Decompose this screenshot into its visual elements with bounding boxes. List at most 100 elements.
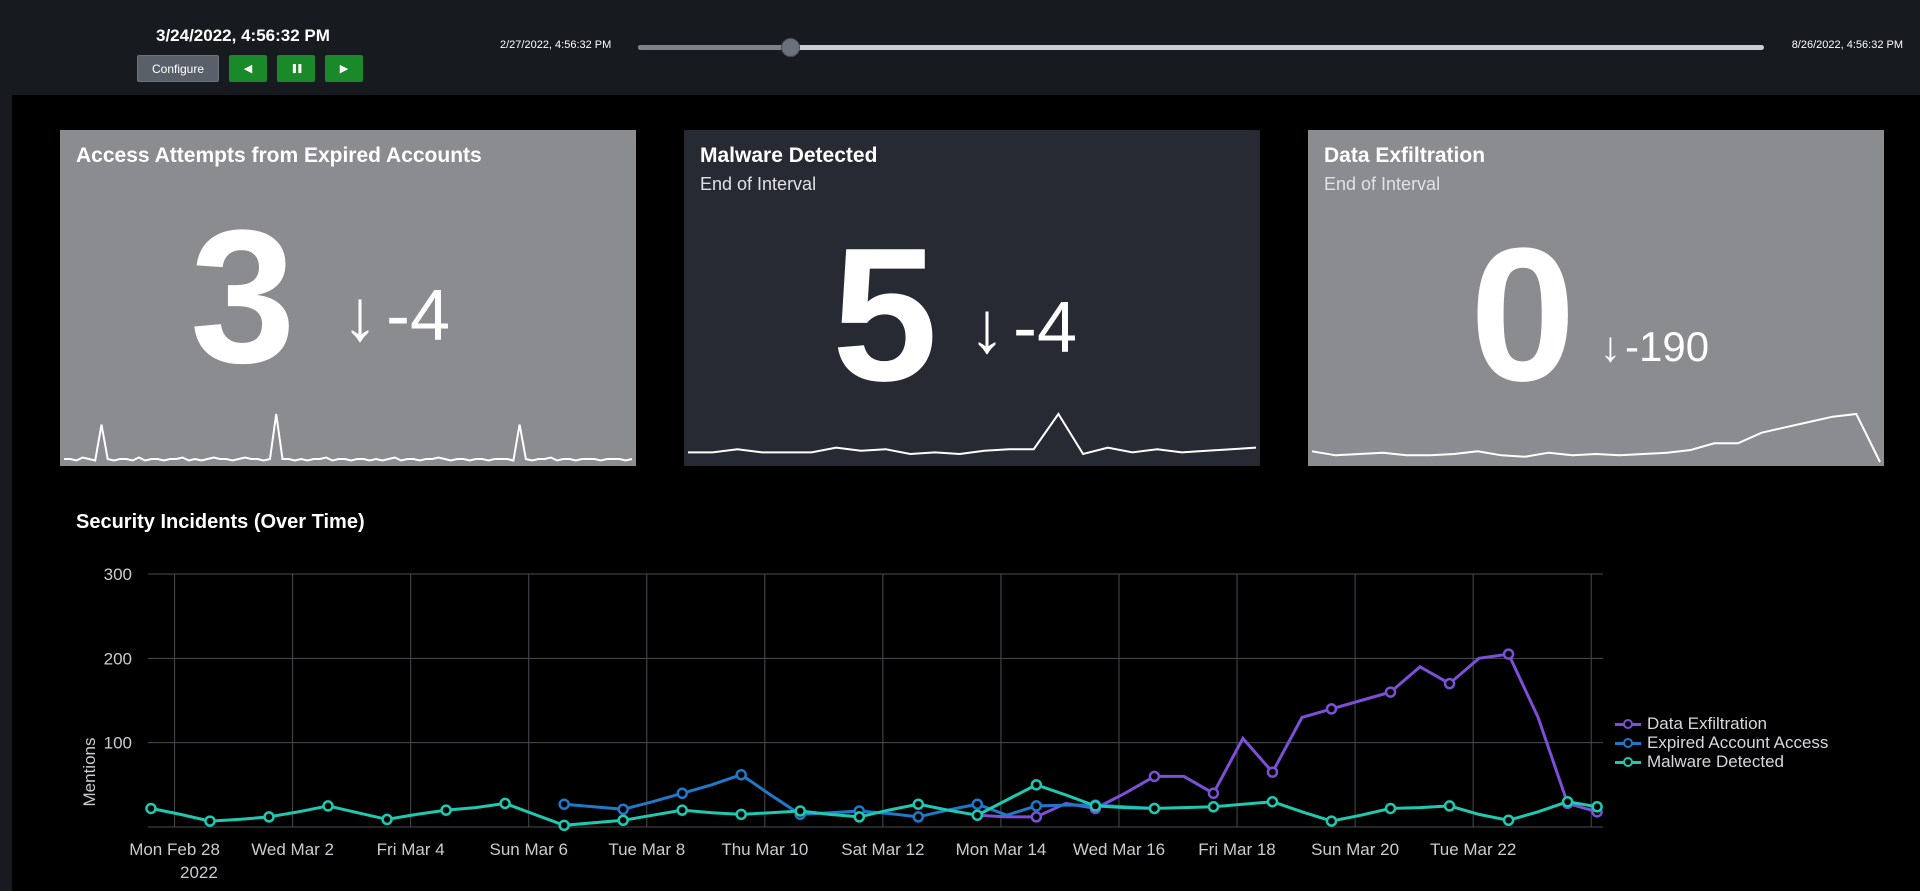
data-point (1207, 801, 1220, 813)
x-tick-label: Mon Mar 14 (956, 840, 1047, 859)
y-axis-label: Mentions (80, 738, 99, 807)
delta-indicator: ↓ -4 (969, 292, 1077, 364)
down-arrow-icon: ↓ (1600, 323, 1621, 370)
data-point (381, 813, 393, 826)
step-forward-button[interactable]: ▶ (325, 55, 363, 82)
legend-label: Malware Detected (1647, 751, 1785, 771)
data-point (853, 811, 866, 823)
data-point (1502, 814, 1515, 827)
legend-swatch (1615, 737, 1641, 749)
data-point (1502, 648, 1515, 660)
data-point (558, 798, 570, 810)
panel-expired-accounts: Access Attempts from Expired Accounts 3 … (60, 130, 636, 466)
sparkline-path (1311, 412, 1881, 463)
data-point (617, 803, 629, 816)
down-arrow-icon: ↓ (342, 276, 378, 356)
data-point (440, 804, 452, 816)
data-point (1266, 795, 1279, 808)
x-tick-label: Thu Mar 10 (721, 840, 808, 859)
sparkline-path (64, 413, 633, 462)
series-malware-detected (145, 779, 1603, 832)
data-point (676, 787, 688, 800)
data-point (1561, 795, 1574, 808)
delta-indicator: ↓ -4 (342, 280, 450, 352)
data-point (971, 798, 984, 810)
data-point (1148, 802, 1161, 815)
data-point (1089, 800, 1102, 812)
x-tick-label: Sun Mar 20 (1311, 840, 1399, 859)
chart-title: Security Incidents (Over Time) (76, 511, 365, 533)
current-time: 3/24/2022, 4:56:32 PM (156, 26, 330, 45)
data-point (1591, 801, 1603, 813)
time-slider-thumb[interactable] (781, 38, 800, 57)
legend-swatch (1615, 756, 1641, 768)
down-arrow-icon: ↓ (969, 288, 1005, 368)
data-point (145, 802, 157, 815)
data-point (1030, 811, 1043, 823)
x-year-label: 2022 (180, 863, 218, 882)
sparkline-path (688, 412, 1257, 456)
panel-title: Data Exfiltration (1324, 144, 1486, 167)
data-point (912, 798, 925, 810)
legend-item[interactable]: Expired Account Access (1615, 733, 1828, 752)
x-tick-label: Fri Mar 18 (1198, 840, 1275, 859)
data-point (735, 768, 747, 781)
legend-item[interactable]: Malware Detected (1615, 752, 1828, 771)
legend-swatch (1615, 718, 1641, 730)
x-tick-label: Mon Feb 28 (129, 840, 220, 859)
series-line (150, 783, 1598, 827)
data-point (912, 811, 925, 823)
single-value: 5 (832, 209, 938, 421)
data-point (794, 805, 806, 817)
data-point (322, 800, 334, 812)
y-tick-label: 100 (104, 734, 132, 753)
data-point (558, 819, 570, 832)
step-back-button[interactable]: ◀ (229, 55, 267, 82)
configure-button[interactable]: Configure (137, 55, 219, 82)
data-point (1030, 800, 1043, 812)
delta-indicator: ↓ -190 (1600, 326, 1709, 368)
range-start-label: 2/27/2022, 4:56:32 PM (500, 39, 612, 51)
x-tick-label: Tue Mar 8 (608, 840, 685, 859)
y-tick-label: 200 (104, 649, 132, 668)
x-tick-label: Wed Mar 16 (1073, 840, 1165, 859)
data-point (1325, 815, 1338, 827)
chart-legend: Data Exfiltration Expired Account Access M… (1615, 714, 1828, 771)
play-icon: ▶ (339, 63, 349, 75)
legend-item[interactable]: Data Exfiltration (1615, 714, 1828, 733)
left-edge-strip (0, 95, 12, 891)
data-point (204, 815, 216, 827)
data-point (1384, 802, 1397, 815)
data-point (971, 809, 984, 821)
data-point (263, 811, 275, 823)
data-point (735, 808, 747, 821)
y-tick-label: 300 (104, 565, 132, 584)
range-end-label: 8/26/2022, 4:56:32 PM (1791, 39, 1903, 51)
single-value: 0 (1470, 209, 1576, 421)
data-point (617, 814, 629, 827)
data-point (1148, 770, 1161, 783)
x-tick-label: Wed Mar 2 (251, 840, 334, 859)
pause-icon: ❚❚ (290, 63, 303, 73)
x-tick-label: Tue Mar 22 (1430, 840, 1516, 859)
x-tick-label: Sat Mar 12 (841, 840, 924, 859)
time-slider-fill (638, 45, 790, 50)
series-expired-account-access (558, 768, 1161, 823)
sparkline (688, 412, 1257, 456)
pause-button[interactable]: ❚❚ (277, 55, 315, 82)
data-point (1266, 766, 1279, 778)
data-point (1030, 779, 1043, 791)
data-point (676, 804, 688, 816)
time-slider-track[interactable] (638, 45, 1764, 50)
legend-label: Expired Account Access (1647, 732, 1829, 752)
x-tick-label: Sun Mar 6 (490, 840, 568, 859)
x-tick-label: Fri Mar 4 (377, 840, 445, 859)
data-point (1207, 787, 1220, 800)
sparkline (64, 413, 633, 462)
panel-title: Access Attempts from Expired Accounts (76, 144, 482, 167)
data-point (1443, 800, 1456, 812)
security-incidents-chart: 300 200 100 Mon Feb 28 Wed Mar 2 Fri Mar 4 Sun… (80, 565, 1603, 882)
delta-value: -4 (1013, 288, 1078, 368)
step-back-icon: ◀ (243, 63, 253, 75)
data-point (1325, 703, 1338, 715)
